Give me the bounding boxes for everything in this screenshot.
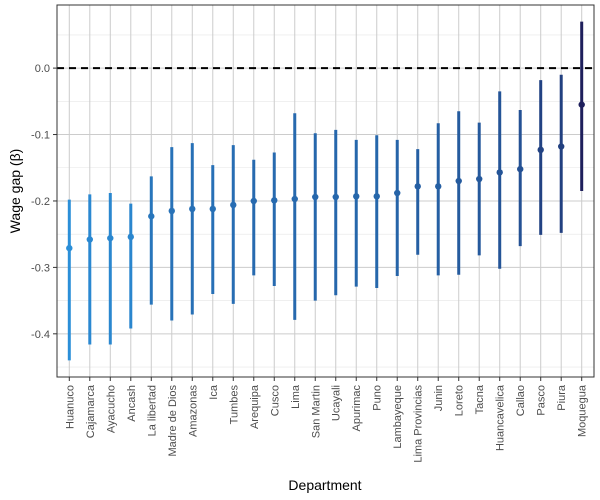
x-tick-label: San Martin bbox=[310, 385, 322, 438]
point-estimate bbox=[168, 207, 175, 215]
point-estimate bbox=[291, 195, 298, 203]
plot-panel-border bbox=[56, 4, 595, 378]
x-tick-label: Huanuco bbox=[64, 385, 76, 429]
point-estimate bbox=[496, 169, 503, 176]
x-tick-label: Moquegua bbox=[577, 384, 589, 437]
point-estimate bbox=[148, 213, 155, 220]
y-axis-title: Wage gap (β) bbox=[7, 149, 23, 234]
point-estimate bbox=[271, 197, 278, 204]
x-tick-label: Piura bbox=[556, 384, 568, 411]
point-estimate bbox=[86, 236, 93, 243]
plot-panel-background bbox=[57, 5, 594, 377]
x-tick-label: Ucayali bbox=[331, 385, 343, 421]
point-estimate bbox=[537, 146, 544, 154]
point-estimate bbox=[107, 234, 114, 242]
x-tick-label: Lambayeque bbox=[392, 385, 404, 449]
x-tick-label: Cajamarca bbox=[85, 384, 97, 438]
point-estimate bbox=[394, 189, 401, 197]
x-tick-label: Amazonas bbox=[187, 385, 199, 437]
x-tick-label: Apurimac bbox=[351, 385, 363, 432]
point-estimate bbox=[230, 201, 237, 209]
x-tick-label: Ancash bbox=[126, 385, 138, 422]
point-estimate bbox=[476, 175, 483, 183]
x-tick-label: Puno bbox=[372, 385, 384, 411]
point-estimate bbox=[517, 165, 524, 173]
x-axis-ticks: Huanuco Cajamarca Ayacucho Ancash La liberta… bbox=[64, 377, 589, 463]
point-estimate bbox=[189, 205, 196, 213]
y-axis-ticks: -0.4 -0.3 -0.2 -0.1 0.0 bbox=[31, 63, 57, 341]
y-tick-label: -0.4 bbox=[31, 329, 50, 341]
point-estimate bbox=[66, 244, 73, 252]
x-tick-label: Huancavelica bbox=[495, 384, 507, 451]
point-estimate bbox=[435, 183, 442, 190]
x-tick-label: Ayacucho bbox=[105, 385, 117, 433]
x-tick-label: Tacna bbox=[474, 384, 486, 414]
x-tick-label: Arequipa bbox=[249, 384, 261, 429]
point-estimate bbox=[455, 177, 462, 185]
point-estimate bbox=[578, 101, 585, 108]
y-tick-label: -0.1 bbox=[31, 130, 50, 142]
x-tick-label: Lima Provincias bbox=[413, 385, 425, 463]
point-estimate bbox=[127, 233, 134, 241]
point-estimate bbox=[250, 197, 257, 205]
x-tick-label: Lima bbox=[290, 384, 302, 409]
x-tick-label: Cusco bbox=[269, 385, 281, 416]
y-tick-label: 0.0 bbox=[35, 63, 50, 75]
point-estimates bbox=[66, 101, 585, 252]
y-tick-label: -0.3 bbox=[31, 262, 50, 274]
x-tick-label: Ica bbox=[208, 384, 220, 400]
point-estimate bbox=[373, 193, 380, 200]
x-tick-label: La libertad bbox=[146, 385, 158, 436]
x-tick-label: Pasco bbox=[536, 385, 548, 416]
error-bars bbox=[67, 21, 584, 361]
point-estimate bbox=[312, 193, 319, 201]
point-estimate bbox=[332, 193, 339, 201]
point-estimate bbox=[209, 205, 216, 213]
point-estimate bbox=[558, 143, 565, 150]
point-estimate bbox=[353, 193, 360, 200]
x-tick-label: Loreto bbox=[454, 385, 466, 416]
x-tick-label: Junin bbox=[433, 385, 445, 411]
x-tick-label: Callao bbox=[515, 385, 527, 416]
y-tick-label: -0.2 bbox=[31, 196, 50, 208]
x-axis-title: Department bbox=[288, 477, 361, 493]
x-tick-label: Madre de Dios bbox=[167, 385, 179, 457]
point-estimate bbox=[414, 183, 421, 190]
x-tick-label: Tumbes bbox=[228, 385, 240, 425]
